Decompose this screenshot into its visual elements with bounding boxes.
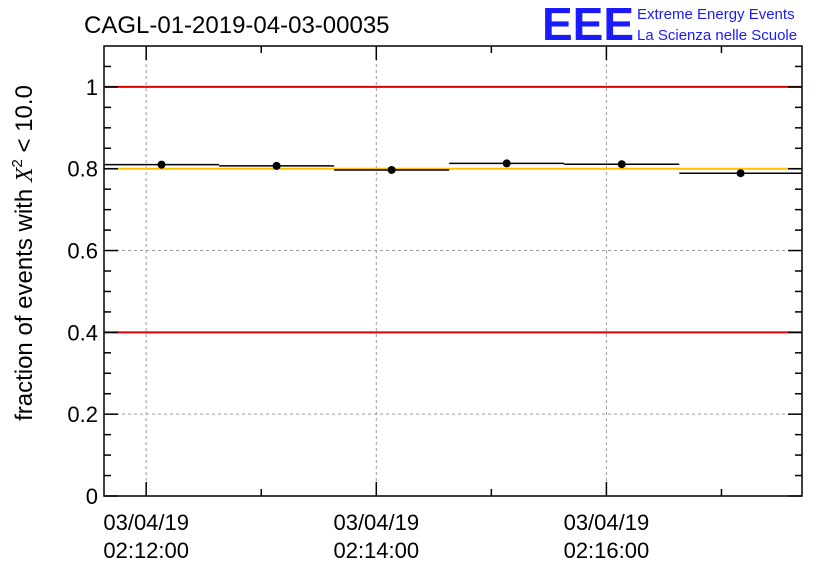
data-point	[736, 169, 745, 178]
logo-mark: EEE	[542, 0, 634, 50]
y-tick-label: 0.4	[67, 320, 98, 345]
data-point	[387, 165, 396, 174]
x-tick-label-time: 02:12:00	[103, 538, 189, 563]
axis-ticks: 03/04/19 02:12:00 03/04/19 02:14:00 03/04/19…	[67, 46, 802, 563]
logo-line-1: Extreme Energy Events	[637, 6, 795, 23]
chart-title: CAGL-01-2019-04-03-00035	[84, 12, 390, 39]
y-axis-label: fraction of events with X2 < 10.0	[9, 85, 38, 421]
grid-lines	[104, 46, 802, 496]
data-point	[617, 160, 626, 169]
y-label-suffix: < 10.0	[11, 85, 38, 159]
y-tick-label: 0	[86, 484, 98, 509]
y-tick-label: 1	[86, 75, 98, 100]
data-point	[157, 160, 166, 169]
data-point	[272, 161, 281, 170]
x-tick-label-date: 03/04/19	[564, 510, 650, 535]
x-tick-label-date: 03/04/19	[333, 510, 419, 535]
x-tick-label-time: 02:14:00	[333, 538, 419, 563]
y-label-prefix: fraction of events with	[11, 182, 38, 421]
y-label-symbol: X	[12, 166, 38, 183]
y-label-superscript: 2	[9, 159, 26, 167]
data-points	[104, 159, 802, 178]
data-point	[502, 159, 511, 168]
y-tick-label: 0.8	[67, 157, 98, 182]
logo-line-2: La Scienza nelle Scuole	[637, 27, 797, 44]
x-tick-label-time: 02:16:00	[564, 538, 650, 563]
plot-frame	[103, 45, 803, 497]
reference-lines	[104, 85, 802, 334]
eee-logo: EEE Extreme Energy Events La Scienza nel…	[542, 0, 797, 50]
y-tick-label: 0.2	[67, 402, 98, 427]
x-tick-label-date: 03/04/19	[103, 510, 189, 535]
y-tick-label: 0.6	[67, 239, 98, 264]
